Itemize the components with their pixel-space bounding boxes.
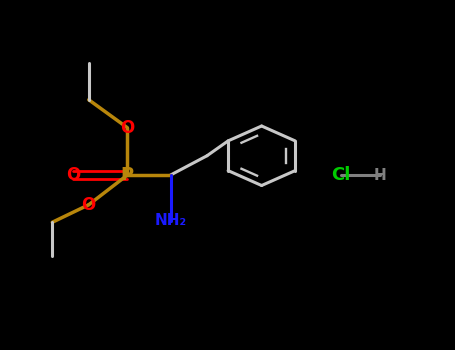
Text: NH₂: NH₂	[155, 213, 187, 228]
Text: O: O	[81, 196, 96, 214]
Text: Cl: Cl	[332, 166, 351, 184]
Text: P: P	[121, 166, 134, 184]
Text: H: H	[374, 168, 386, 182]
Text: O: O	[66, 166, 80, 184]
Text: O: O	[120, 119, 135, 137]
